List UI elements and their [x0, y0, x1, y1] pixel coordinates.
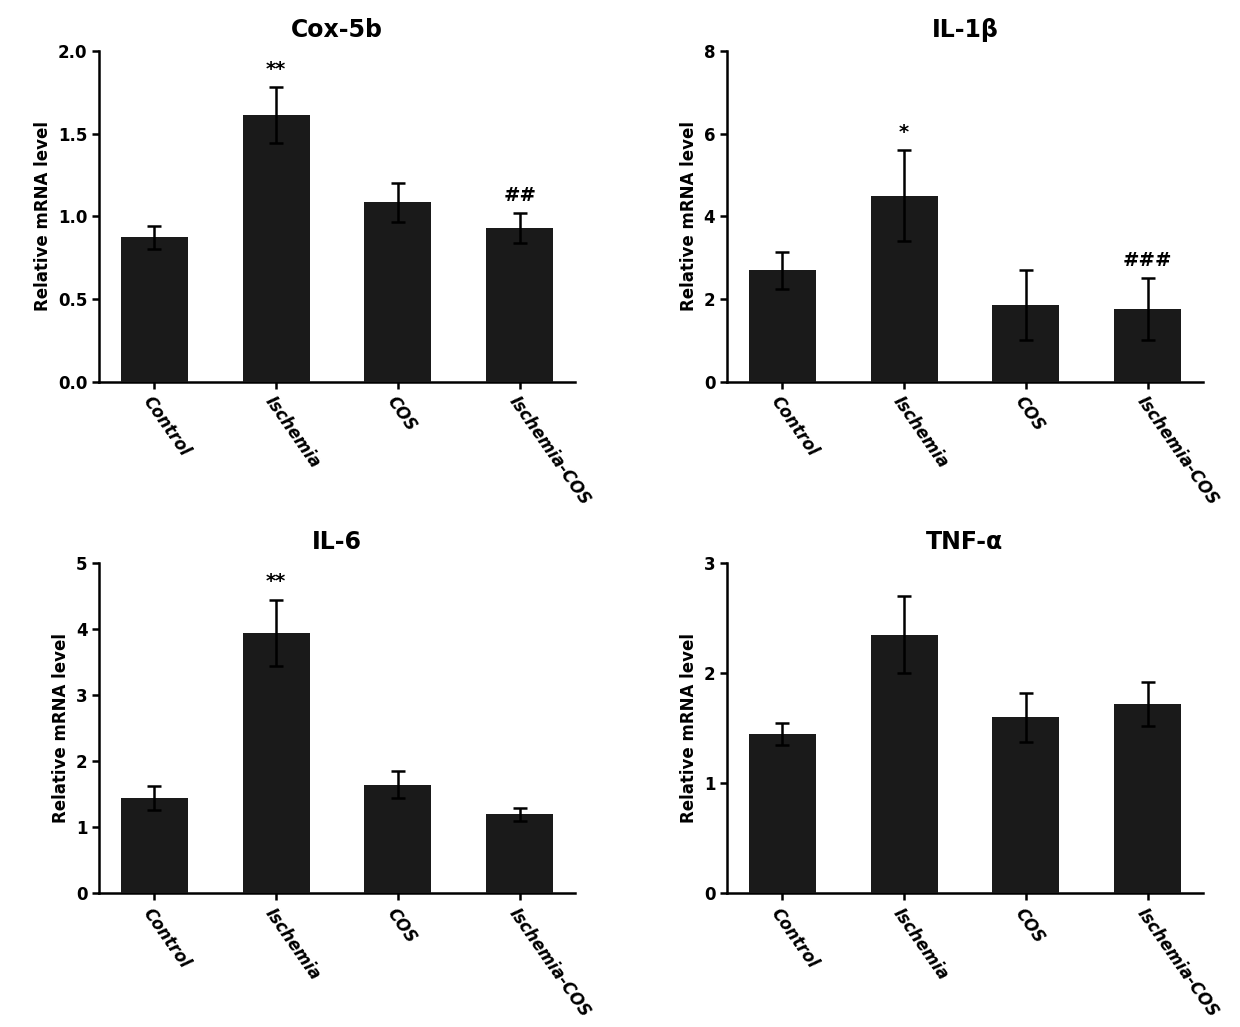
Text: ##: ##: [503, 186, 536, 205]
Bar: [120, 237, 187, 382]
Bar: [1115, 705, 1182, 893]
Bar: [486, 228, 553, 382]
Title: IL-6: IL-6: [312, 530, 362, 555]
Y-axis label: Relative mRNA level: Relative mRNA level: [680, 121, 698, 311]
Title: IL-1β: IL-1β: [931, 18, 998, 42]
Bar: [486, 814, 553, 893]
Y-axis label: Relative mRNA level: Relative mRNA level: [52, 634, 71, 824]
Bar: [120, 798, 187, 893]
Y-axis label: Relative mRNA level: Relative mRNA level: [35, 121, 52, 311]
Bar: [870, 196, 937, 382]
Bar: [365, 785, 432, 893]
Bar: [243, 115, 310, 382]
Bar: [870, 635, 937, 893]
Title: Cox-5b: Cox-5b: [291, 18, 383, 42]
Bar: [365, 202, 432, 382]
Y-axis label: Relative mRNA level: Relative mRNA level: [680, 634, 698, 824]
Title: TNF-α: TNF-α: [926, 530, 1003, 555]
Text: **: **: [267, 60, 286, 79]
Text: ###: ###: [1123, 252, 1173, 270]
Text: **: **: [267, 572, 286, 592]
Text: *: *: [899, 123, 909, 142]
Bar: [1115, 309, 1182, 382]
Bar: [243, 633, 310, 893]
Bar: [992, 717, 1059, 893]
Bar: [749, 734, 816, 893]
Bar: [992, 305, 1059, 382]
Bar: [749, 270, 816, 382]
